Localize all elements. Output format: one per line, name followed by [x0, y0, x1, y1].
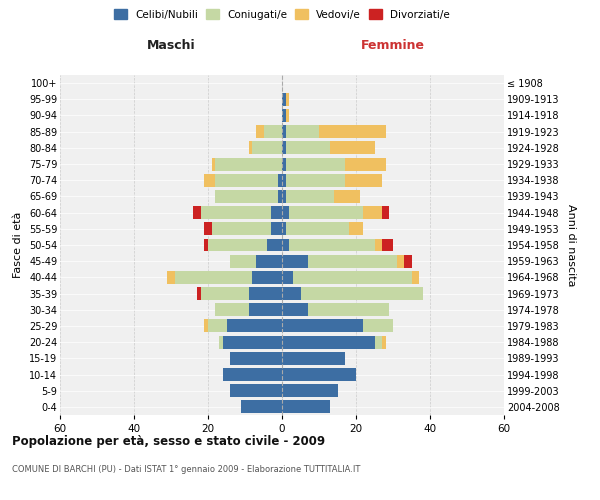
- Bar: [249, 287, 282, 300]
- Bar: [282, 125, 286, 138]
- Bar: [227, 320, 282, 332]
- Bar: [282, 93, 286, 106]
- Bar: [193, 206, 200, 219]
- Bar: [404, 254, 412, 268]
- Bar: [253, 142, 282, 154]
- Bar: [293, 271, 412, 284]
- Bar: [282, 206, 289, 219]
- Bar: [223, 368, 282, 381]
- Y-axis label: Fasce di età: Fasce di età: [13, 212, 23, 278]
- Bar: [286, 109, 289, 122]
- Bar: [282, 271, 293, 284]
- Bar: [286, 158, 345, 170]
- Bar: [230, 254, 256, 268]
- Bar: [282, 368, 356, 381]
- Bar: [230, 384, 282, 397]
- Bar: [212, 222, 271, 235]
- Legend: Celibi/Nubili, Coniugati/e, Vedovi/e, Divorziati/e: Celibi/Nubili, Coniugati/e, Vedovi/e, Di…: [110, 5, 454, 24]
- Bar: [289, 206, 364, 219]
- Y-axis label: Anni di nascita: Anni di nascita: [566, 204, 576, 286]
- Bar: [249, 142, 253, 154]
- Bar: [256, 254, 282, 268]
- Bar: [364, 320, 393, 332]
- Bar: [334, 190, 360, 203]
- Bar: [345, 158, 386, 170]
- Bar: [204, 320, 208, 332]
- Bar: [286, 222, 349, 235]
- Bar: [271, 206, 282, 219]
- Bar: [282, 254, 308, 268]
- Bar: [271, 222, 282, 235]
- Bar: [282, 109, 286, 122]
- Bar: [215, 304, 249, 316]
- Bar: [204, 222, 212, 235]
- Bar: [208, 320, 227, 332]
- Bar: [253, 271, 282, 284]
- Bar: [215, 190, 278, 203]
- Bar: [282, 174, 286, 186]
- Text: Maschi: Maschi: [146, 40, 196, 52]
- Text: COMUNE DI BARCHI (PU) - Dati ISTAT 1° gennaio 2009 - Elaborazione TUTTITALIA.IT: COMUNE DI BARCHI (PU) - Dati ISTAT 1° ge…: [12, 465, 361, 474]
- Bar: [282, 222, 286, 235]
- Bar: [286, 125, 319, 138]
- Bar: [412, 271, 419, 284]
- Bar: [197, 287, 200, 300]
- Bar: [282, 287, 301, 300]
- Bar: [397, 254, 404, 268]
- Bar: [345, 174, 382, 186]
- Bar: [374, 336, 382, 348]
- Bar: [249, 304, 282, 316]
- Bar: [204, 174, 215, 186]
- Bar: [364, 206, 382, 219]
- Text: Popolazione per età, sesso e stato civile - 2009: Popolazione per età, sesso e stato civil…: [12, 435, 325, 448]
- Bar: [167, 271, 175, 284]
- Bar: [282, 304, 308, 316]
- Bar: [212, 158, 215, 170]
- Bar: [263, 125, 282, 138]
- Bar: [175, 271, 253, 284]
- Bar: [230, 352, 282, 365]
- Bar: [382, 336, 386, 348]
- Bar: [200, 206, 271, 219]
- Bar: [308, 254, 397, 268]
- Bar: [286, 190, 334, 203]
- Bar: [278, 174, 282, 186]
- Bar: [330, 142, 374, 154]
- Bar: [374, 238, 382, 252]
- Bar: [289, 238, 374, 252]
- Bar: [282, 352, 345, 365]
- Bar: [286, 93, 289, 106]
- Bar: [223, 336, 282, 348]
- Bar: [200, 287, 249, 300]
- Bar: [219, 336, 223, 348]
- Bar: [267, 238, 282, 252]
- Bar: [282, 238, 289, 252]
- Bar: [301, 287, 422, 300]
- Bar: [278, 190, 282, 203]
- Bar: [286, 174, 345, 186]
- Bar: [282, 384, 337, 397]
- Bar: [241, 400, 282, 413]
- Bar: [215, 174, 278, 186]
- Bar: [256, 125, 263, 138]
- Bar: [282, 158, 286, 170]
- Bar: [282, 400, 330, 413]
- Bar: [204, 238, 208, 252]
- Bar: [319, 125, 386, 138]
- Bar: [286, 142, 330, 154]
- Bar: [282, 190, 286, 203]
- Bar: [382, 206, 389, 219]
- Bar: [282, 142, 286, 154]
- Bar: [308, 304, 389, 316]
- Bar: [382, 238, 393, 252]
- Bar: [349, 222, 364, 235]
- Text: Femmine: Femmine: [361, 40, 425, 52]
- Bar: [282, 336, 374, 348]
- Bar: [282, 320, 364, 332]
- Bar: [208, 238, 267, 252]
- Bar: [215, 158, 282, 170]
